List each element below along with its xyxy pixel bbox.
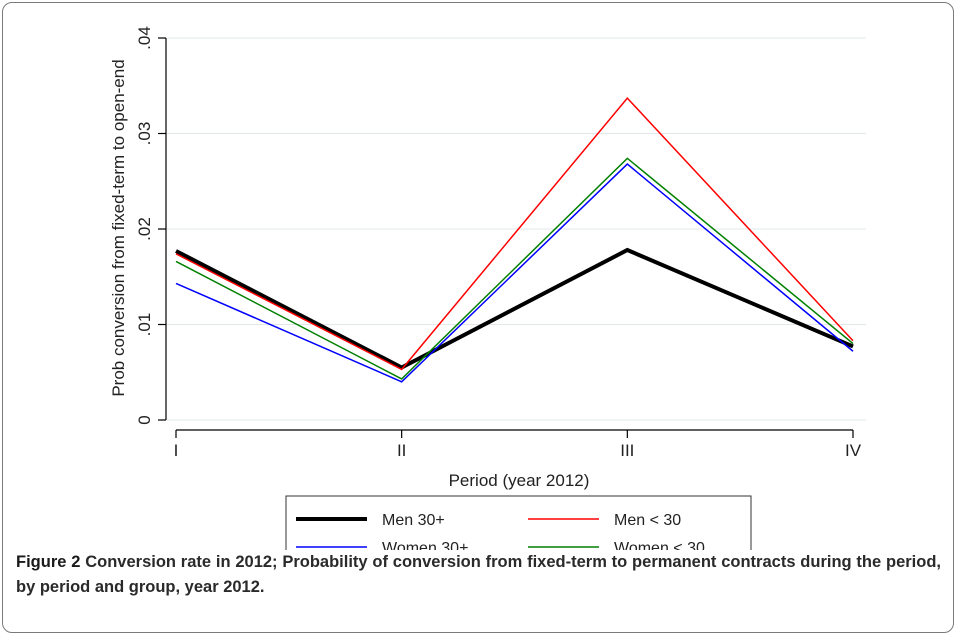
series-line-women-30	[175, 157, 854, 380]
legend-label: Men 30+	[382, 512, 445, 529]
gridlines	[167, 37, 866, 421]
x-tick-label: II	[397, 441, 406, 460]
series-lines	[175, 97, 854, 383]
series-line-women-30	[175, 163, 854, 383]
x-tick-label: I	[174, 441, 179, 460]
y-axis-label: Prob conversion from fixed-term to open-…	[109, 59, 128, 396]
y-tick-label: 0	[135, 415, 154, 424]
y-tick-label: .01	[135, 313, 154, 337]
y-tick-label: .04	[135, 26, 154, 50]
caption-label: Figure 2	[16, 553, 81, 571]
legend-label: Women < 30	[614, 540, 705, 550]
figure-caption: Figure 2 Conversion rate in 2012; Probab…	[16, 550, 941, 600]
legend: Men 30+ Men < 30 Women 30+ Women < 30	[285, 495, 752, 550]
y-tick-label: .03	[135, 122, 154, 146]
x-tick-label: III	[620, 441, 634, 460]
legend-label: Men < 30	[614, 512, 681, 529]
line-chart: 0.01.02.03.04 I II III IV Prob conversion f…	[109, 26, 866, 550]
x-tick-label: IV	[845, 441, 862, 460]
legend-label: Women 30+	[382, 540, 468, 550]
plot-area	[166, 38, 866, 430]
x-axis-label: Period (year 2012)	[449, 471, 590, 490]
series-line-men-30	[175, 247, 854, 370]
series-line-men-30	[175, 97, 854, 371]
legend-box	[285, 495, 752, 550]
y-tick-label: .02	[135, 217, 154, 241]
caption-text: Conversion rate in 2012; Probability of …	[16, 553, 941, 596]
y-axis: 0 .01 .02 .03 .04	[135, 26, 167, 425]
x-axis: I II III IV	[174, 429, 862, 460]
